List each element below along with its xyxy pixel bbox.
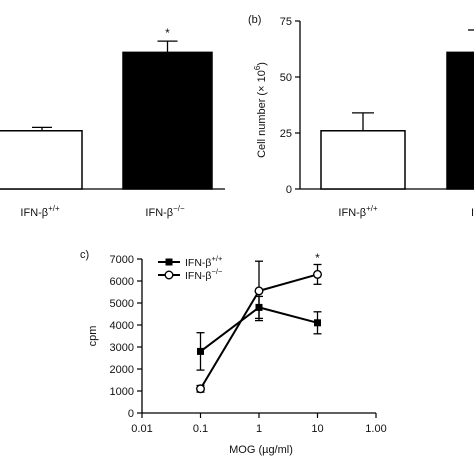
panel-c-x-tick-label-2: 1	[256, 423, 262, 435]
panel-c-line-chart: c) 0 1000 2000 3000 4000 5000 6000 7000 0.01 0.1 1 1…	[80, 249, 387, 456]
panel-a-category-label-2: IFN-β−/−	[145, 204, 185, 219]
panel-c-series-2-point-3	[313, 269, 323, 279]
panel-c-x-tick-label-0: 0.01	[131, 423, 152, 435]
panel-c-x-tick-label-1: 0.1	[193, 423, 208, 435]
panel-c-y-tick-label-7: 7000	[110, 254, 134, 266]
panel-c-y-tick-label-3: 3000	[110, 342, 134, 354]
panel-b-label: (b)	[248, 14, 261, 26]
panel-b-y-axis-label: Cell number (× 106)	[253, 62, 268, 158]
panel-c-significance-star-1: *	[315, 251, 320, 265]
panel-c-series-2-point-1	[195, 384, 205, 394]
panel-c-x-tick-label-4: 1.00	[365, 423, 386, 435]
panel-a-bar-chart: IFN-β+/+ * IFN-β−/−	[0, 26, 225, 219]
panel-b-category-label-2: IFN	[471, 207, 474, 219]
panel-c-series-2-point-2	[254, 286, 264, 296]
panel-b-bar-chart: (b) 0 25 50 75 Cell number (× 106) IFN-β+/+ IFN	[248, 14, 474, 219]
panel-c-y-tick-label-0: 0	[128, 408, 134, 420]
panel-c-y-tick-label-1: 1000	[110, 386, 134, 398]
panel-b-y-tick-label-1: 25	[280, 128, 292, 140]
panel-c-x-tick-label-3: 10	[311, 423, 323, 435]
panel-c-legend-label-2: IFN-β−/−	[185, 267, 223, 282]
panel-c-legend-label-1: IFN-β+/+	[185, 254, 223, 269]
panel-c-y-tick-label-5: 5000	[110, 298, 134, 310]
panel-c-y-axis-label: cpm	[87, 326, 99, 347]
panel-b-y-tick-label-0: 0	[286, 184, 292, 196]
panel-b-y-tick-label-3: 75	[280, 16, 292, 28]
panel-c-x-axis-label: MOG (µg/ml)	[229, 444, 293, 456]
panel-a-category-label-1: IFN-β+/+	[20, 204, 60, 219]
panel-c-y-tick-label-6: 6000	[110, 276, 134, 288]
panel-c-legend-marker-1	[165, 258, 173, 266]
panel-c-legend-marker-2	[164, 270, 174, 280]
panel-a-bar-2	[122, 51, 213, 190]
panel-c-y-tick-label-4: 4000	[110, 320, 134, 332]
panel-b-bar-2	[446, 51, 474, 190]
panel-b-y-tick-label-2: 50	[280, 72, 292, 84]
panel-c-series-1-point-3	[314, 319, 321, 327]
panel-b-bar-1	[320, 130, 406, 190]
panel-c-series-1-point-1	[197, 347, 204, 355]
panel-c-y-tick-label-2: 2000	[110, 364, 134, 376]
panel-c-label: c)	[80, 249, 89, 261]
panel-b-category-label-1: IFN-β+/+	[338, 204, 378, 219]
panel-a-significance-star: *	[165, 26, 170, 40]
panel-a-bar-1	[0, 130, 83, 190]
